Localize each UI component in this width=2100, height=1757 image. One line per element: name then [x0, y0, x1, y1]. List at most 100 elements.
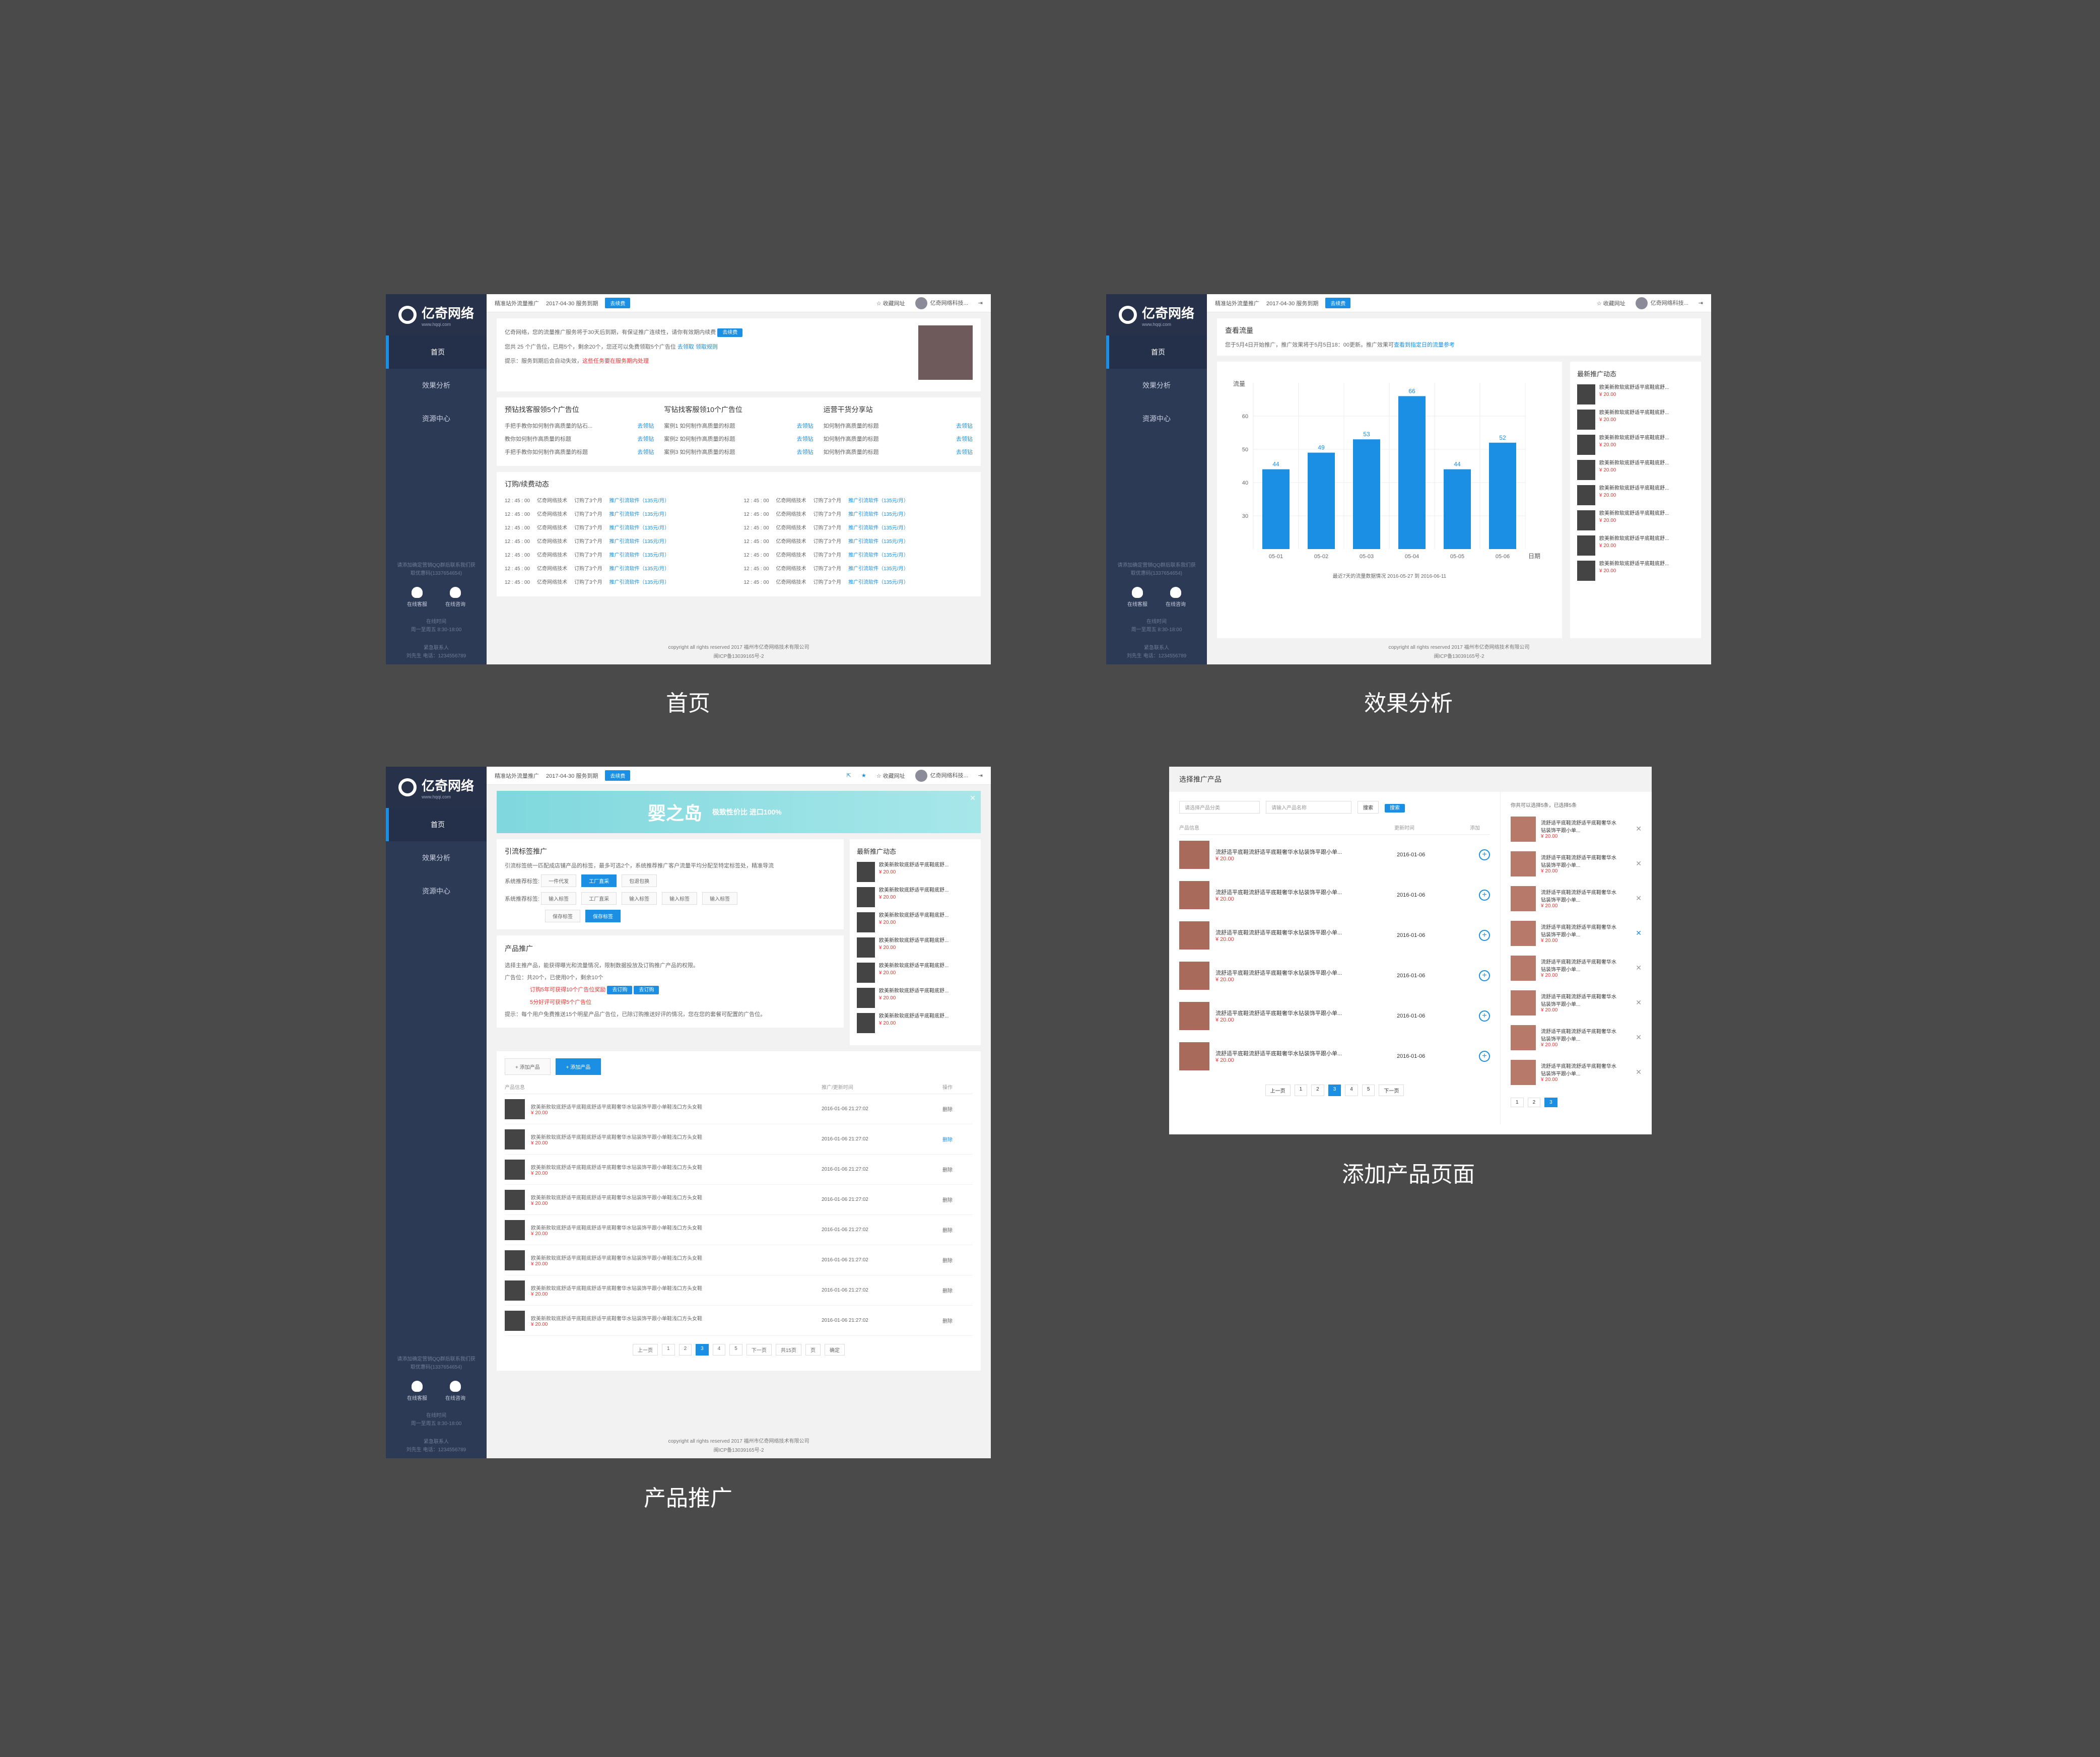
favorite-link[interactable]: ☆ 收藏网址: [1596, 300, 1625, 307]
product-name[interactable]: 欧美新款软底舒适平底鞋底舒适平底鞋奢华水钻装饰平跟小单鞋浅口方头女鞋: [531, 1104, 702, 1110]
guide-link[interactable]: 去领钻: [956, 423, 973, 429]
renew-button[interactable]: 去续费: [1325, 298, 1351, 308]
order-product[interactable]: 推广引流软件（135元/月）: [609, 525, 670, 531]
buy-button[interactable]: 去订购: [634, 986, 659, 994]
nav-home[interactable]: 首页: [1106, 335, 1207, 369]
category-select[interactable]: 请选择产品分类: [1179, 801, 1260, 814]
delete-button[interactable]: 删除: [942, 1289, 953, 1294]
page-button[interactable]: 上一页: [633, 1344, 658, 1356]
search-button[interactable]: 搜索: [1385, 804, 1405, 813]
remove-icon[interactable]: ✕: [1636, 859, 1642, 867]
guide-item[interactable]: 教你如何制作高质量的标题: [505, 436, 571, 442]
remove-icon[interactable]: ✕: [1636, 929, 1642, 937]
renew-button[interactable]: 去续费: [605, 770, 631, 781]
traffic-link[interactable]: 查看到指定日的流量参考: [1393, 342, 1455, 348]
page-button[interactable]: 上一页: [1265, 1085, 1291, 1096]
guide-link[interactable]: 去领钻: [637, 436, 654, 442]
product-name[interactable]: 欧美新款软底舒适平底鞋底舒适平底鞋奢华水钻装饰平跟小单鞋浅口方头女鞋: [531, 1195, 702, 1201]
page-button[interactable]: 下一页: [746, 1344, 772, 1356]
guide-link[interactable]: 去领钻: [956, 449, 973, 455]
add-item-icon[interactable]: +: [1479, 849, 1490, 860]
page-button[interactable]: 3: [1544, 1098, 1557, 1107]
guide-item[interactable]: 手把手教你如何制作高质量的钻石...: [505, 423, 593, 429]
product-name[interactable]: 欧美新款软底舒适平底鞋底舒适平底鞋奢华水钻装饰平跟小单鞋浅口方头女鞋: [531, 1255, 702, 1261]
order-product[interactable]: 推广引流软件（135元/月）: [848, 566, 909, 572]
user-menu[interactable]: 亿奇网络科技...: [1635, 297, 1688, 309]
news-item[interactable]: 欧美新款软底舒适平底鞋底舒... ¥ 20.00: [1577, 410, 1694, 430]
add-product-button[interactable]: + 添加产品: [555, 1058, 601, 1075]
news-item[interactable]: 欧美新款软底舒适平底鞋底舒... ¥ 20.00: [1577, 510, 1694, 530]
add-item-icon[interactable]: +: [1479, 970, 1490, 981]
save-tags-button[interactable]: 保存标签: [545, 910, 580, 922]
logout-icon[interactable]: ⇥: [978, 773, 983, 779]
add-product-button[interactable]: + 添加产品: [505, 1058, 551, 1075]
claim-rules-link[interactable]: 领取规则: [695, 344, 718, 350]
online-consult-button[interactable]: 在线咨询: [445, 1381, 465, 1403]
product-name[interactable]: 欧美新款软底舒适平底鞋底舒适平底鞋奢华水钻装饰平跟小单鞋浅口方头女鞋: [531, 1286, 702, 1292]
order-product[interactable]: 推广引流软件（135元/月）: [848, 525, 909, 531]
guide-item[interactable]: 案例1 如何制作高质量的标题: [664, 423, 735, 429]
remove-icon[interactable]: ✕: [1636, 894, 1642, 902]
banner-close-icon[interactable]: ✕: [970, 794, 976, 802]
guide-item[interactable]: 如何制作高质量的标题: [823, 423, 879, 429]
nav-resource[interactable]: 资源中心: [1142, 415, 1171, 423]
brand-logo[interactable]: 亿奇网络 www.hqqi.com: [386, 767, 487, 808]
add-item-icon[interactable]: +: [1479, 1051, 1490, 1062]
add-item-icon[interactable]: +: [1479, 1010, 1490, 1022]
page-button[interactable]: 5: [729, 1344, 742, 1356]
page-button[interactable]: 1: [662, 1344, 675, 1356]
share-icon[interactable]: ⇱: [846, 773, 851, 779]
news-item[interactable]: 欧美新款软底舒适平底鞋底舒... ¥ 20.00: [857, 1013, 974, 1033]
buy-button[interactable]: 去订购: [607, 986, 633, 994]
guide-link[interactable]: 去领钻: [796, 436, 814, 442]
news-item[interactable]: 欧美新款软底舒适平底鞋底舒... ¥ 20.00: [857, 887, 974, 907]
remove-icon[interactable]: ✕: [1636, 1068, 1642, 1076]
order-product[interactable]: 推广引流软件（135元/月）: [848, 498, 909, 504]
page-button[interactable]: 页: [805, 1344, 821, 1356]
news-item[interactable]: 欧美新款软底舒适平底鞋底舒... ¥ 20.00: [857, 937, 974, 958]
claim-link[interactable]: 去领取: [677, 344, 694, 350]
guide-item[interactable]: 如何制作高质量的标题: [823, 449, 879, 455]
page-button[interactable]: 5: [1362, 1085, 1375, 1096]
news-item[interactable]: 欧美新款软底舒适平底鞋底舒... ¥ 20.00: [857, 963, 974, 983]
page-button[interactable]: 3: [696, 1344, 709, 1356]
brand-logo[interactable]: 亿奇网络 www.hqqi.com: [386, 294, 487, 335]
page-button[interactable]: 1: [1294, 1085, 1308, 1096]
guide-link[interactable]: 去领钻: [637, 423, 654, 429]
guide-item[interactable]: 案例2 如何制作高质量的标题: [664, 436, 735, 442]
guide-item[interactable]: 案例3 如何制作高质量的标题: [664, 449, 735, 455]
news-item[interactable]: 欧美新款软底舒适平底鞋底舒... ¥ 20.00: [857, 912, 974, 932]
delete-button[interactable]: 删除: [942, 1137, 953, 1143]
page-button[interactable]: 确定: [824, 1344, 845, 1356]
delete-button[interactable]: 删除: [942, 1198, 953, 1203]
nav-effect[interactable]: 效果分析: [422, 381, 450, 389]
star-icon[interactable]: ★: [861, 773, 866, 779]
delete-button[interactable]: 删除: [942, 1258, 953, 1264]
tag-input[interactable]: 工厂直采: [581, 892, 617, 905]
order-product[interactable]: 推广引流软件（135元/月）: [609, 580, 670, 585]
guide-item[interactable]: 如何制作高质量的标题: [823, 436, 879, 442]
tag-input[interactable]: 输入标签: [662, 892, 698, 905]
tag-input[interactable]: 输入标签: [702, 892, 738, 905]
nav-effect[interactable]: 效果分析: [1142, 381, 1171, 389]
order-product[interactable]: 推广引流软件（135元/月）: [609, 512, 670, 517]
logout-icon[interactable]: ⇥: [978, 300, 983, 306]
page-button[interactable]: 4: [712, 1344, 726, 1356]
page-button[interactable]: 下一页: [1379, 1085, 1404, 1096]
page-button[interactable]: 2: [1311, 1085, 1324, 1096]
remove-icon[interactable]: ✕: [1636, 964, 1642, 972]
order-product[interactable]: 推广引流软件（135元/月）: [609, 553, 670, 558]
product-name[interactable]: 欧美新款软底舒适平底鞋底舒适平底鞋奢华水钻装饰平跟小单鞋浅口方头女鞋: [531, 1165, 702, 1171]
news-item[interactable]: 欧美新款软底舒适平底鞋底舒... ¥ 20.00: [1577, 561, 1694, 581]
promo-banner[interactable]: 婴之岛 极致性价比 进口100% ✕: [497, 791, 981, 833]
online-consult-button[interactable]: 在线咨询: [445, 587, 465, 609]
user-menu[interactable]: 亿奇网络科技...: [915, 769, 968, 782]
product-name[interactable]: 欧美新款软底舒适平底鞋底舒适平底鞋奢华水钻装饰平跟小单鞋浅口方头女鞋: [531, 1225, 702, 1231]
nav-resource[interactable]: 资源中心: [422, 887, 450, 895]
tag-input[interactable]: 输入标签: [541, 892, 577, 905]
nav-resource[interactable]: 资源中心: [422, 415, 450, 423]
order-product[interactable]: 推广引流软件（135元/月）: [848, 539, 909, 545]
page-button[interactable]: 1: [1511, 1098, 1524, 1107]
save-tags-button[interactable]: 保存标签: [585, 910, 621, 922]
order-product[interactable]: 推广引流软件（135元/月）: [848, 512, 909, 517]
